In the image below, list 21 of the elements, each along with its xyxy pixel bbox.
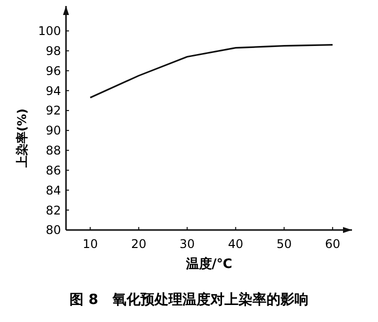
x-tick-label: 30 <box>180 237 195 251</box>
y-tick-label: 86 <box>46 163 61 178</box>
y-tick-label: 94 <box>46 84 61 98</box>
y-tick-label: 90 <box>46 124 61 138</box>
y-tick-label: 96 <box>46 64 61 78</box>
y-tick-label: 80 <box>46 223 61 238</box>
x-tick-label: 40 <box>228 237 244 251</box>
y-axis-title: 上染率(%) <box>15 108 29 168</box>
x-tick-label: 20 <box>131 237 146 251</box>
y-tick-label: 82 <box>46 203 61 218</box>
line-series <box>89 44 334 98</box>
x-tick-label: 60 <box>324 237 340 251</box>
x-tick-label: 10 <box>82 237 98 251</box>
y-tick-label: 100 <box>38 24 61 38</box>
x-tick-label: 50 <box>276 237 292 251</box>
y-tick-label: 88 <box>46 144 61 158</box>
y-tick-label: 92 <box>46 104 61 118</box>
x-axis-title: 温度/℃ <box>184 256 232 272</box>
text: 图 8 氧化预处理温度对上染率的影响 <box>70 291 308 308</box>
y-tick-label: 98 <box>46 44 61 58</box>
y-tick-label: 84 <box>46 183 61 198</box>
